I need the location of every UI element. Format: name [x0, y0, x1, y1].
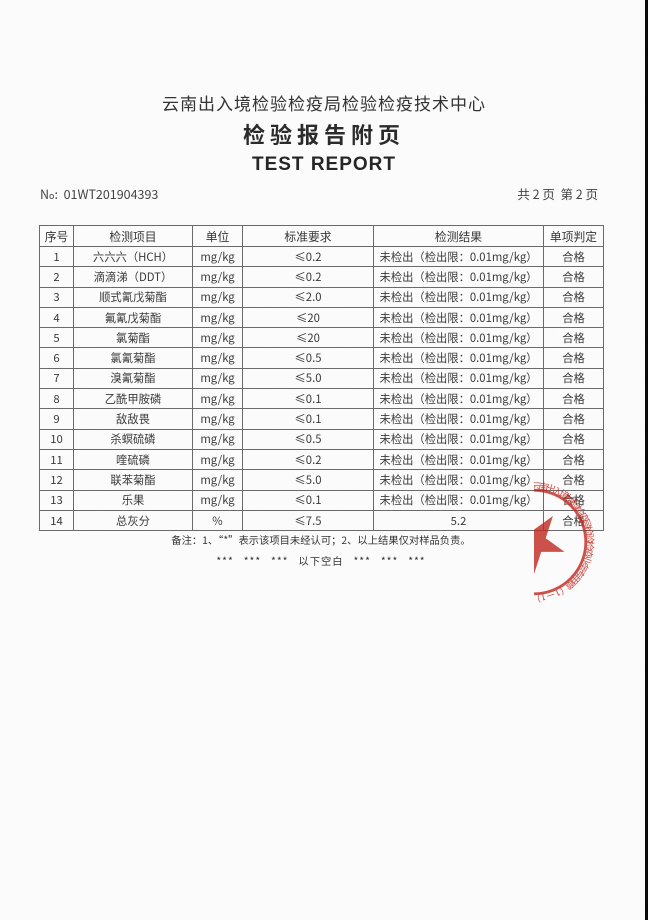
svg-text:）: ）	[531, 591, 542, 606]
